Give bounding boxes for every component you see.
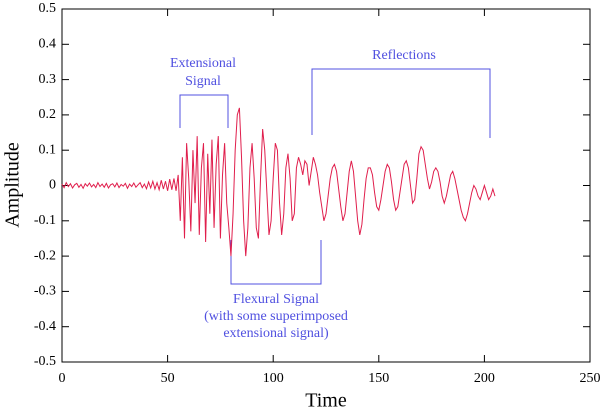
y-tick-label: -0.5 (34, 354, 56, 369)
annotation: Extensional (170, 56, 236, 71)
x-tick-label: 0 (59, 371, 66, 386)
y-tick-label: 0.2 (39, 107, 57, 122)
annotation: Signal (185, 74, 221, 89)
y-tick-label: 0.3 (39, 72, 57, 87)
x-axis-label: Time (305, 390, 347, 412)
annotation: Flexural Signal (233, 292, 319, 307)
x-tick-label: 250 (580, 371, 601, 386)
y-tick-label: 0 (49, 178, 56, 193)
y-tick-label: -0.4 (34, 319, 56, 334)
signal-line (61, 107, 496, 257)
annotation: Reflections (372, 48, 436, 63)
y-tick-label: 0.1 (39, 142, 57, 157)
x-tick-label: 50 (161, 371, 175, 386)
flexural-bracket (230, 240, 322, 285)
annotation: (with some superimposed (204, 309, 348, 324)
y-tick-label: -0.2 (34, 248, 56, 263)
y-axis-label: Amplitude (2, 142, 24, 228)
y-tick-label: 0.4 (39, 37, 57, 52)
x-tick-label: 200 (474, 371, 495, 386)
extensional-bracket (179, 94, 229, 128)
reflections-bracket (311, 68, 491, 138)
x-tick-label: 150 (368, 371, 389, 386)
y-tick-label: -0.3 (34, 284, 56, 299)
x-tick-label: 100 (263, 371, 284, 386)
y-tick-label: -0.1 (34, 213, 56, 228)
y-tick-label: 0.5 (39, 1, 57, 16)
annotation: extensional signal) (223, 326, 329, 341)
